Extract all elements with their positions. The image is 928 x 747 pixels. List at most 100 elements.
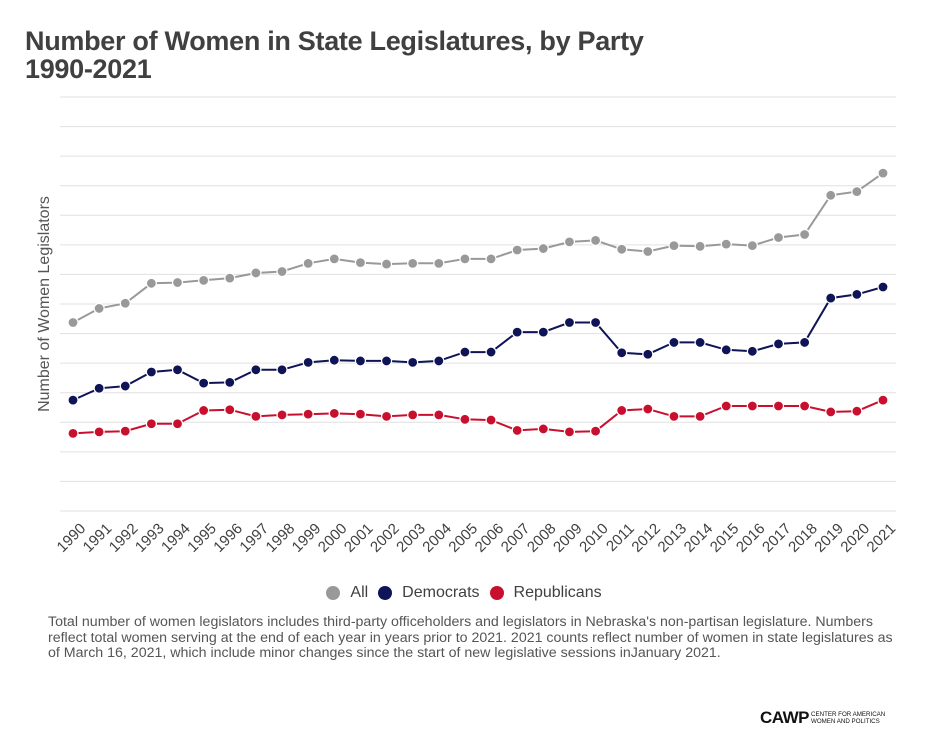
data-point-democrats-2003[interactable] [407, 356, 419, 369]
data-point-democrats-2015[interactable] [720, 344, 732, 356]
data-point-all-2012[interactable] [642, 245, 654, 258]
data-point-republicans-2014[interactable] [694, 410, 706, 422]
data-point-all-1995[interactable] [198, 274, 210, 286]
data-point-republicans-1993[interactable] [145, 418, 157, 430]
data-point-all-1990[interactable] [67, 316, 79, 329]
data-point-all-2014[interactable] [694, 240, 706, 252]
data-point-republicans-2013[interactable] [668, 410, 680, 422]
data-point-republicans-2017[interactable] [772, 400, 785, 412]
data-point-democrats-2010[interactable] [589, 316, 602, 329]
data-point-republicans-2008[interactable] [537, 423, 549, 435]
data-point-all-2009[interactable] [563, 236, 576, 248]
data-point-republicans-2016[interactable] [746, 400, 758, 412]
data-point-republicans-1996[interactable] [224, 404, 236, 416]
data-point-democrats-2001[interactable] [354, 355, 367, 367]
data-point-all-2000[interactable] [328, 253, 340, 265]
data-point-democrats-1990[interactable] [67, 394, 79, 406]
data-point-republicans-2012[interactable] [642, 403, 654, 415]
data-point-all-2010[interactable] [589, 234, 602, 247]
data-point-democrats-2000[interactable] [328, 354, 340, 366]
data-point-democrats-2020[interactable] [851, 288, 863, 300]
data-point-democrats-2014[interactable] [694, 336, 706, 349]
data-point-democrats-2018[interactable] [799, 336, 811, 349]
data-point-republicans-1990[interactable] [67, 427, 79, 439]
data-point-democrats-2008[interactable] [537, 326, 549, 338]
data-point-all-2008[interactable] [537, 242, 549, 255]
data-point-all-2011[interactable] [616, 243, 628, 255]
line-chart: Number of Women Legislators 199019911992… [36, 96, 899, 556]
data-point-all-2017[interactable] [772, 231, 785, 244]
data-point-republicans-2000[interactable] [328, 407, 340, 420]
data-point-republicans-1995[interactable] [198, 404, 210, 417]
legend-item-all[interactable]: All [326, 584, 368, 602]
data-point-democrats-1997[interactable] [250, 364, 262, 376]
data-point-all-2007[interactable] [511, 244, 523, 256]
data-point-democrats-2005[interactable] [459, 346, 471, 358]
data-point-all-1999[interactable] [302, 257, 314, 269]
data-point-republicans-2003[interactable] [407, 409, 419, 421]
data-point-republicans-2015[interactable] [720, 400, 732, 412]
data-point-democrats-1991[interactable] [93, 382, 105, 394]
data-point-all-2004[interactable] [433, 257, 445, 269]
data-point-republicans-2006[interactable] [485, 414, 497, 426]
data-point-all-2020[interactable] [851, 186, 863, 198]
data-point-all-2003[interactable] [407, 257, 419, 269]
data-point-all-1994[interactable] [171, 276, 184, 289]
data-point-all-2013[interactable] [668, 239, 680, 252]
data-point-republicans-2002[interactable] [380, 410, 393, 422]
data-point-republicans-2018[interactable] [799, 400, 811, 412]
data-point-republicans-2009[interactable] [563, 426, 576, 438]
legend-item-republicans[interactable]: Republicans [489, 584, 602, 602]
data-point-democrats-1993[interactable] [145, 366, 157, 378]
data-point-democrats-2011[interactable] [616, 347, 628, 359]
data-point-democrats-2002[interactable] [380, 355, 393, 367]
data-point-all-2016[interactable] [746, 239, 758, 252]
data-point-republicans-1991[interactable] [93, 426, 105, 438]
data-point-all-1996[interactable] [224, 272, 236, 284]
data-point-democrats-2017[interactable] [772, 338, 785, 350]
data-point-democrats-1996[interactable] [224, 376, 236, 388]
data-point-all-2006[interactable] [485, 253, 497, 265]
data-point-republicans-2011[interactable] [616, 404, 628, 417]
data-point-democrats-2016[interactable] [746, 345, 758, 357]
data-point-republicans-2021[interactable] [877, 394, 889, 406]
data-point-republicans-2010[interactable] [589, 425, 602, 437]
data-point-democrats-2004[interactable] [433, 355, 445, 367]
data-point-all-1997[interactable] [250, 267, 262, 279]
data-point-republicans-2005[interactable] [459, 413, 471, 425]
data-point-republicans-2004[interactable] [433, 409, 445, 421]
data-point-republicans-1999[interactable] [302, 408, 314, 420]
data-point-democrats-1992[interactable] [119, 380, 131, 392]
data-point-republicans-1997[interactable] [250, 410, 262, 422]
data-point-all-2002[interactable] [380, 258, 393, 270]
data-point-democrats-2007[interactable] [511, 326, 523, 338]
data-point-all-1998[interactable] [276, 265, 288, 278]
data-point-democrats-1998[interactable] [276, 364, 288, 376]
data-point-democrats-1994[interactable] [171, 364, 184, 376]
data-point-democrats-2013[interactable] [668, 336, 680, 349]
data-point-all-1993[interactable] [145, 277, 157, 289]
data-point-republicans-2019[interactable] [825, 406, 837, 418]
data-point-all-2021[interactable] [877, 167, 889, 179]
data-point-all-2001[interactable] [354, 257, 367, 269]
data-point-all-2015[interactable] [720, 238, 732, 250]
data-point-democrats-2009[interactable] [563, 316, 576, 329]
data-point-all-1992[interactable] [119, 297, 131, 309]
data-point-all-1991[interactable] [93, 302, 105, 315]
data-point-democrats-2012[interactable] [642, 348, 654, 360]
data-point-republicans-1998[interactable] [276, 409, 288, 421]
data-point-democrats-1999[interactable] [302, 356, 314, 369]
data-point-republicans-2020[interactable] [851, 405, 863, 417]
data-point-republicans-2001[interactable] [354, 408, 367, 420]
data-point-all-2019[interactable] [825, 189, 837, 201]
data-point-republicans-1994[interactable] [171, 418, 184, 430]
data-point-all-2005[interactable] [459, 253, 471, 265]
data-point-republicans-1992[interactable] [119, 425, 131, 437]
data-point-democrats-2021[interactable] [877, 281, 889, 293]
data-point-all-2018[interactable] [799, 228, 811, 241]
data-point-democrats-1995[interactable] [198, 377, 210, 389]
data-point-republicans-2007[interactable] [511, 424, 523, 437]
legend-item-democrats[interactable]: Democrats [378, 584, 480, 602]
data-point-democrats-2006[interactable] [485, 346, 497, 358]
data-point-democrats-2019[interactable] [825, 292, 837, 304]
